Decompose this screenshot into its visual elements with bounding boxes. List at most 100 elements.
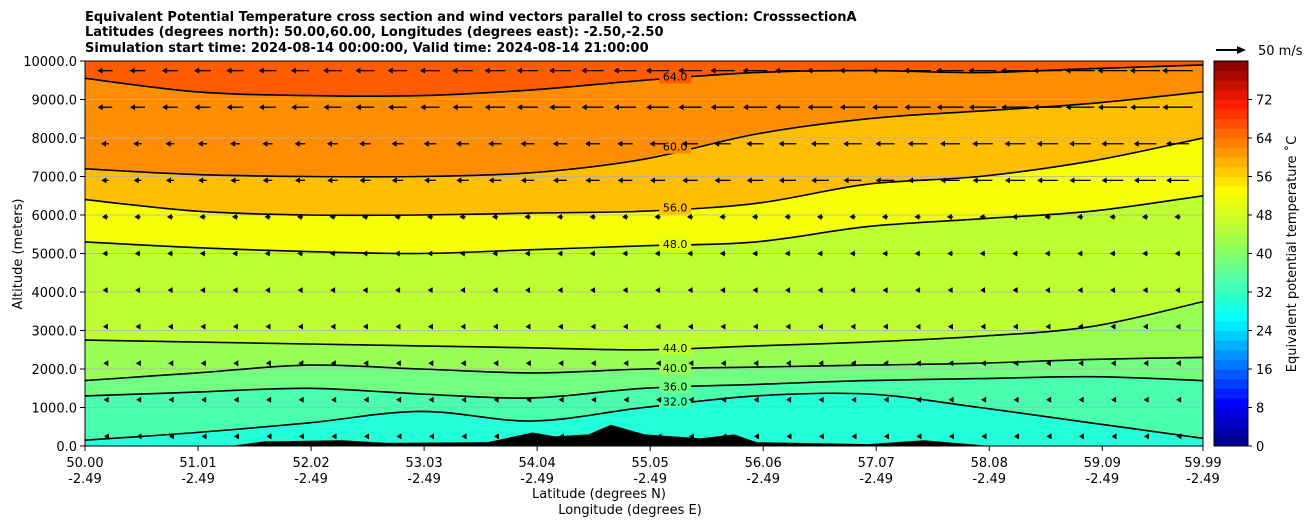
wind-vector-head: [135, 323, 141, 330]
wind-vector-head: [359, 177, 365, 184]
wind-vector-head: [1097, 67, 1103, 74]
wind-vector-head: [591, 396, 597, 403]
colorbar-band: [1214, 243, 1248, 254]
wind-vector-head: [785, 360, 791, 367]
wind-vector-head: [459, 213, 465, 220]
contour-label-40.0: 40.0: [663, 362, 688, 375]
wind-vector-head: [1165, 140, 1171, 147]
colorbar-band: [1214, 186, 1248, 197]
wind-vector-head: [97, 104, 103, 111]
wind-vector-head: [552, 140, 558, 147]
wind-vector-head: [947, 250, 953, 257]
y-tick-label: 6000.0: [32, 209, 78, 224]
wind-vector-head: [1174, 213, 1180, 220]
wind-vector-head: [1045, 323, 1051, 330]
wind-vector-head: [520, 177, 526, 184]
wind-vector-head: [1004, 140, 1010, 147]
wind-vector-head: [197, 140, 203, 147]
contour-lines: 32.0 36.0 40.0 44.0 48.0 56.0 60.0 64.0: [85, 64, 1203, 441]
wind-vector-head: [264, 213, 270, 220]
wind-vector-head: [557, 323, 563, 330]
wind-vector-head: [136, 433, 142, 440]
wind-vector-head: [1111, 396, 1117, 403]
wind-vector-head: [420, 67, 426, 74]
wind-vector-head: [622, 323, 628, 330]
wind-vector-head: [231, 213, 237, 220]
wind-vector-head: [461, 396, 467, 403]
colorbar-band: [1214, 157, 1248, 168]
wind-vector-head: [1109, 213, 1115, 220]
wind-vector-head: [981, 433, 987, 440]
wind-vector-head: [429, 433, 434, 440]
wind-vector-head: [423, 140, 429, 147]
quiver-key: 50 m/s: [1216, 44, 1303, 59]
wind-vector-head: [1013, 360, 1019, 367]
colorbar-band: [1214, 340, 1248, 351]
x-tick-label-latitude: 57.07: [858, 456, 895, 471]
wind-vector-head: [330, 323, 336, 330]
wind-vector-head: [710, 67, 716, 74]
y-tick-label: 7000.0: [32, 171, 78, 186]
wind-vector-head: [774, 67, 780, 74]
wind-vector-head: [686, 213, 692, 220]
colorbar-band: [1214, 426, 1248, 437]
x-tick-label-latitude: 51.01: [179, 456, 216, 471]
wind-vector-head: [1110, 287, 1116, 294]
wind-vector-head: [1001, 104, 1007, 111]
title-line-1: Equivalent Potential Temperature cross s…: [85, 10, 857, 25]
wind-vector-head: [687, 323, 693, 330]
wind-vector-head: [558, 360, 564, 367]
wind-vector-head: [581, 104, 587, 111]
wind-vector-head: [1176, 433, 1182, 440]
wind-vector-head: [1045, 360, 1051, 367]
wind-vector-head: [948, 360, 954, 367]
wind-vector-head: [395, 287, 401, 294]
wind-vector-head: [590, 360, 596, 367]
wind-vector-head: [1044, 213, 1050, 220]
y-tick-label: 3000.0: [32, 325, 78, 340]
wind-vector-head: [1004, 177, 1010, 184]
wind-vector-head: [428, 396, 434, 403]
colorbar-band: [1214, 61, 1248, 72]
wind-vector-head: [558, 396, 564, 403]
wind-vector-head: [784, 213, 790, 220]
wind-vector-head: [752, 323, 758, 330]
wind-vector-head: [331, 396, 337, 403]
wind-vector-head: [102, 287, 108, 294]
wind-vector-head: [681, 140, 687, 147]
wind-vector-head: [936, 104, 942, 111]
wind-vector-head: [258, 67, 264, 74]
wind-vector-head: [135, 360, 141, 367]
wind-vector-head: [622, 250, 628, 257]
contour-label-32.0: 32.0: [663, 396, 688, 409]
wind-vector-head: [168, 396, 174, 403]
wind-vector-head: [1144, 433, 1149, 440]
wind-vector-head: [849, 213, 855, 220]
wind-vector-head: [916, 433, 922, 440]
wind-vector-head: [391, 140, 397, 147]
wind-vector-head: [101, 213, 107, 220]
colorbar-band: [1214, 80, 1248, 91]
wind-vector-head: [361, 213, 367, 220]
wind-vector-head: [1037, 177, 1043, 184]
wind-vector-head: [720, 287, 726, 294]
x-tick-label-longitude: -2.49: [1085, 472, 1119, 487]
wind-vector-head: [1129, 67, 1135, 74]
wind-vector-head: [785, 287, 791, 294]
colorbar-band: [1214, 70, 1248, 81]
colorbar-band: [1214, 359, 1248, 370]
wind-vector-head: [617, 140, 623, 147]
wind-vector-head: [525, 287, 531, 294]
wind-vector-head: [200, 360, 206, 367]
wind-vector-head: [103, 396, 109, 403]
wind-vector-head: [525, 323, 531, 330]
wind-vector-head: [687, 287, 693, 294]
wind-vector-head: [980, 287, 986, 294]
wind-vector-head: [746, 177, 752, 184]
wind-vector-head: [492, 250, 498, 257]
wind-vector-head: [655, 323, 661, 330]
wind-vector-head: [585, 140, 591, 147]
x-tick-label-longitude: -2.49: [407, 472, 441, 487]
x-axis: 50.00-2.4951.01-2.4952.02-2.4953.03-2.49…: [66, 446, 1222, 487]
wind-vector-head: [682, 177, 688, 184]
